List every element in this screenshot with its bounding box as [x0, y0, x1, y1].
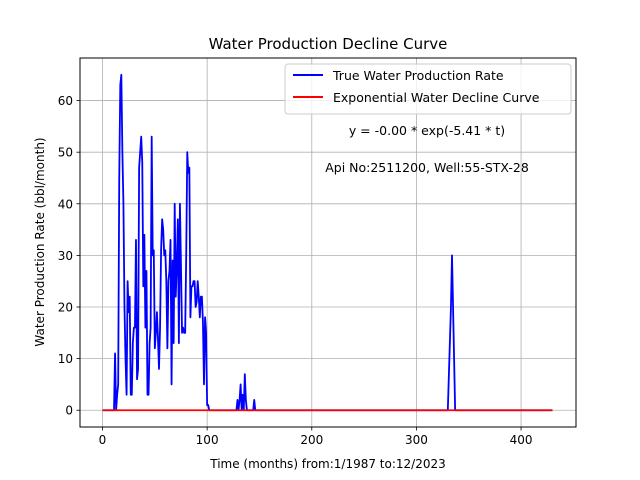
y-tick-label: 0	[65, 404, 73, 418]
y-tick-label: 40	[58, 197, 73, 211]
x-tick-label: 300	[405, 433, 428, 447]
legend-label-true-rate: True Water Production Rate	[332, 68, 504, 83]
y-axis-label: Water Production Rate (bbl/month)	[33, 137, 47, 346]
legend: True Water Production Rate Exponential W…	[284, 63, 572, 115]
x-tick-label: 100	[196, 433, 219, 447]
y-tick-label: 20	[58, 301, 73, 315]
equation-annotation: y = -0.00 * exp(-5.41 * t)	[349, 123, 505, 138]
series-line-true-water-production-rate	[102, 73, 553, 412]
y-tick-label: 50	[58, 146, 73, 160]
x-axis-label: Time (months) from:1/1987 to:12/2023	[209, 457, 446, 471]
chart-title: Water Production Decline Curve	[209, 35, 448, 53]
ticks: 0 100 200 300 400 0 10 20 30 40 50 60	[58, 94, 533, 447]
y-tick-label: 60	[58, 94, 73, 108]
legend-box	[284, 63, 572, 115]
series-layer	[102, 73, 553, 412]
x-tick-label: 0	[99, 433, 107, 447]
plot-frame	[79, 57, 577, 428]
y-tick-label: 30	[58, 249, 73, 263]
y-tick-label: 10	[58, 352, 73, 366]
x-tick-label: 400	[510, 433, 533, 447]
x-tick-label: 200	[300, 433, 323, 447]
legend-label-decline-curve: Exponential Water Decline Curve	[333, 90, 540, 105]
grid	[80, 58, 576, 427]
well-annotation: Api No:2511200, Well:55-STX-28	[325, 160, 529, 175]
